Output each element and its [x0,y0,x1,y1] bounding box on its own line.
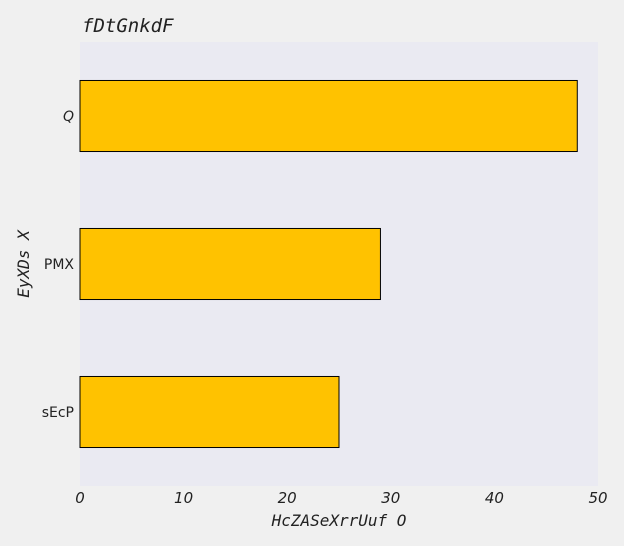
y-tick-label: PMX [44,257,75,273]
bar-pmx [79,227,381,301]
y-category-labels: sEcP PMX Q [42,109,75,421]
x-tick-label: 20 [278,489,297,507]
bar-q [79,79,578,153]
x-tick-label: 30 [381,489,400,507]
x-tick-label: 0 [75,489,85,507]
x-tick-label: 10 [174,489,193,507]
y-tick-label: Q [63,109,74,125]
x-tick-labels: 0 10 20 30 40 50 [75,489,607,507]
x-tick-label: 50 [588,489,607,507]
bar-secp [79,375,340,449]
x-tick-label: 40 [485,489,504,507]
bars-layer [79,79,578,449]
x-axis-label: HcZASeXrrUuf O [271,511,407,530]
chart-title: fDtGnkdF [82,15,174,37]
y-tick-label: sEcP [42,405,74,421]
y-axis-label: EyXDs X [14,229,33,298]
